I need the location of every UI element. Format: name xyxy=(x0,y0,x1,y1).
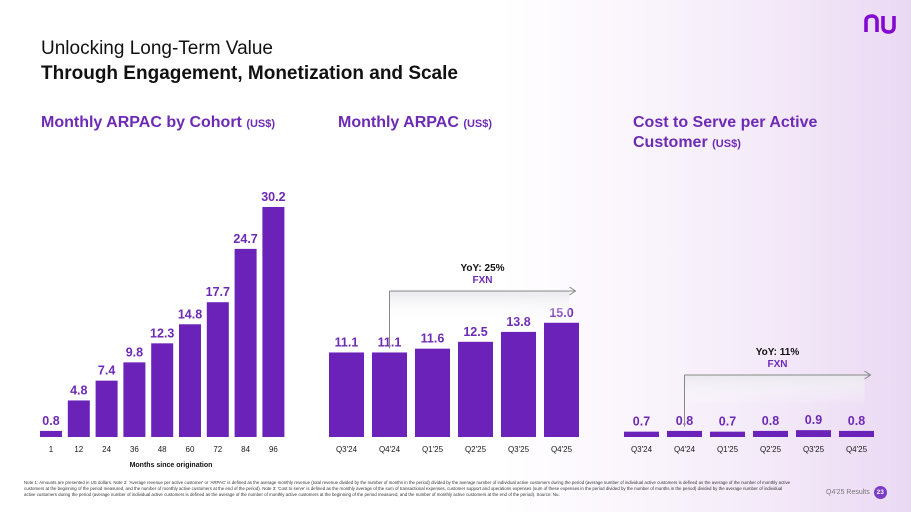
cohort-category-label: 36 xyxy=(130,445,139,454)
cost-value-label: 0.9 xyxy=(805,413,822,427)
arpac-category-label: Q3'24 xyxy=(336,445,358,454)
arpac-bar xyxy=(415,348,450,437)
cohort-category-label: 72 xyxy=(213,445,222,454)
arpac-category-label: Q4'24 xyxy=(379,445,401,454)
cohort-category-label: 84 xyxy=(241,445,250,454)
arpac-annotation-fxn-label: FXN xyxy=(473,275,493,286)
cohort-chart-unit: (US$) xyxy=(246,118,276,130)
arpac-chart-title: Monthly ARPAC (US$) xyxy=(338,113,492,134)
arpac-category-label: Q1'25 xyxy=(422,445,444,454)
cost-category-label: Q3'24 xyxy=(631,445,653,454)
footnote: Note 1: Amounts are presented in US doll… xyxy=(24,480,791,497)
cost-chart-unit: (US$) xyxy=(712,138,741,150)
arpac-value-label: 12.5 xyxy=(463,325,487,339)
cost-value-label: 0.8 xyxy=(762,414,779,428)
cohort-value-label: 4.8 xyxy=(70,383,87,397)
cohort-x-axis-label: Months since origination xyxy=(130,462,213,469)
cost-bar xyxy=(796,430,831,437)
cohort-value-label: 7.4 xyxy=(98,364,115,378)
cost-annotation-arrow-head xyxy=(864,370,872,380)
cohort-bar xyxy=(206,302,229,437)
cost-chart-title-line2: Customer xyxy=(633,134,708,151)
cohort-category-label: 48 xyxy=(158,445,167,454)
cost-category-label: Q4'24 xyxy=(674,445,696,454)
cohort-value-label: 17.7 xyxy=(206,285,230,299)
cost-bar xyxy=(753,430,788,437)
nu-logo xyxy=(864,14,896,34)
cohort-bar xyxy=(67,400,90,437)
arpac-annotation-yoy-label: YoY: 25% xyxy=(460,263,504,274)
cohort-value-label: 0.8 xyxy=(42,414,59,428)
arpac-value-label: 11.1 xyxy=(335,335,359,349)
cost-annotation-band xyxy=(684,375,865,405)
cohort-bar xyxy=(151,343,174,437)
cost-value-label: 0.7 xyxy=(633,415,650,429)
cohort-category-label: 1 xyxy=(49,445,54,454)
arpac-bar xyxy=(329,352,364,437)
cohort-chart-title: Monthly ARPAC by Cohort (US$) xyxy=(41,113,275,134)
cohort-bar xyxy=(40,430,62,437)
cost-bar xyxy=(624,431,659,437)
cohort-bar xyxy=(95,380,118,437)
arpac-bar xyxy=(544,322,579,437)
arpac-chart-title-text: Monthly ARPAC xyxy=(338,114,459,131)
page-title-line2: Through Engagement, Monetization and Sca… xyxy=(41,63,458,84)
cost-category-label: Q2'25 xyxy=(760,445,782,454)
cost-annotation-yoy-label: YoY: 11% xyxy=(756,347,800,358)
cohort-bar xyxy=(179,324,201,437)
cohort-value-label: 30.2 xyxy=(261,190,285,204)
cost-category-label: Q3'25 xyxy=(803,445,825,454)
footer-text: Q4'25 Results xyxy=(826,489,870,496)
cohort-bar xyxy=(234,248,257,437)
cohort-value-label: 24.7 xyxy=(233,232,257,246)
cost-bar xyxy=(839,430,874,437)
arpac-category-label: Q3'25 xyxy=(508,445,530,454)
page-title-line1: Unlocking Long-Term Value xyxy=(41,38,273,59)
cohort-category-label: 96 xyxy=(269,445,278,454)
cohort-value-label: 12.3 xyxy=(150,326,174,340)
arpac-bar xyxy=(372,352,407,437)
arpac-annotation-arrow-head xyxy=(569,286,577,296)
cohort-category-label: 12 xyxy=(74,445,83,454)
arpac-bar xyxy=(458,341,493,437)
arpac-category-label: Q2'25 xyxy=(465,445,487,454)
cost-chart-title-line1: Cost to Serve per Active xyxy=(633,114,818,131)
cost-bar xyxy=(710,431,745,437)
cost-value-label: 0.7 xyxy=(719,415,736,429)
cost-category-label: Q1'25 xyxy=(717,445,739,454)
cohort-category-label: 24 xyxy=(102,445,111,454)
arpac-value-label: 11.6 xyxy=(421,332,445,346)
cohort-chart-title-text: Monthly ARPAC by Cohort xyxy=(41,114,242,131)
cohort-category-label: 60 xyxy=(186,445,195,454)
footer: Q4'25 Results 23 xyxy=(826,486,887,499)
arpac-bar xyxy=(501,331,536,437)
cost-value-label: 0.8 xyxy=(848,414,865,428)
cohort-value-label: 9.8 xyxy=(126,345,143,359)
page-number: 23 xyxy=(873,486,887,499)
page-title: Unlocking Long-Term Value Through Engage… xyxy=(41,37,458,86)
cost-bar xyxy=(667,430,702,437)
cohort-value-label: 14.8 xyxy=(178,307,202,321)
arpac-category-label: Q4'25 xyxy=(551,445,573,454)
arpac-chart-unit: (US$) xyxy=(463,118,493,130)
arpac-annotation-band xyxy=(389,291,570,321)
cohort-bar xyxy=(123,362,146,437)
cost-chart-title: Cost to Serve per Active Customer (US$) xyxy=(633,113,817,154)
cost-category-label: Q4'25 xyxy=(846,445,868,454)
cohort-bar xyxy=(262,207,285,437)
cost-annotation-fxn-label: FXN xyxy=(768,359,788,370)
